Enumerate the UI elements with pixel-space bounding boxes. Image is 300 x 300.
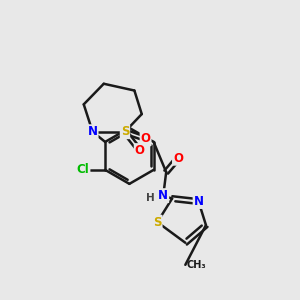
Text: N: N	[194, 195, 204, 208]
Text: N: N	[88, 125, 98, 138]
Text: O: O	[141, 132, 151, 145]
Text: S: S	[121, 125, 129, 138]
Text: Cl: Cl	[77, 164, 89, 176]
Text: N: N	[158, 189, 168, 202]
Text: O: O	[135, 144, 145, 157]
Text: CH₃: CH₃	[187, 260, 206, 270]
Text: H: H	[146, 193, 154, 203]
Text: S: S	[153, 216, 162, 229]
Text: O: O	[173, 152, 183, 165]
